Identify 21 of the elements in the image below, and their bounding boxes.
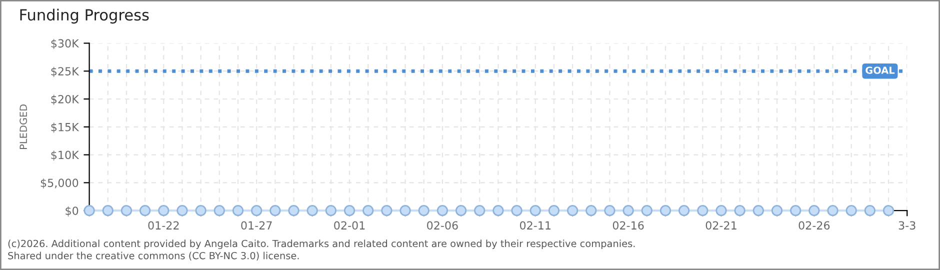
x-tick-label: 02-16	[612, 221, 644, 230]
y-tick-label: $15K	[51, 122, 80, 133]
text: Shared under the creative commons (CC BY-NC 3.0) license.	[8, 252, 299, 260]
y-tick-label: $0	[66, 206, 78, 216]
y-axis-title: PLEDGED	[20, 104, 28, 149]
y-tick-label: $30K	[51, 38, 80, 50]
x-tick-label: 02-01	[334, 221, 365, 230]
x-tick-label: 01-22	[148, 221, 179, 230]
y-tick-label: $20K	[51, 94, 80, 105]
x-tick-label: 02-06	[427, 221, 458, 230]
y-tick-label: $10K	[51, 150, 80, 161]
y-tick-label: $5,000	[40, 178, 78, 189]
y-tick-label: $25K	[51, 66, 80, 77]
chart-title: Funding Progress	[20, 8, 149, 24]
x-tick-label: 02-26	[798, 221, 830, 230]
x-tick-label: 02-11	[520, 221, 550, 230]
x-tick-label: 3-3	[898, 221, 916, 230]
text: (c)2026. Additional content provided by Angela Caito. Trademarks and related content are owned by their respective companies.	[8, 240, 635, 250]
ref-line-label: GOAL	[866, 66, 895, 74]
x-tick-label: 02-21	[706, 221, 736, 230]
x-tick-label: 01-27	[241, 221, 272, 230]
